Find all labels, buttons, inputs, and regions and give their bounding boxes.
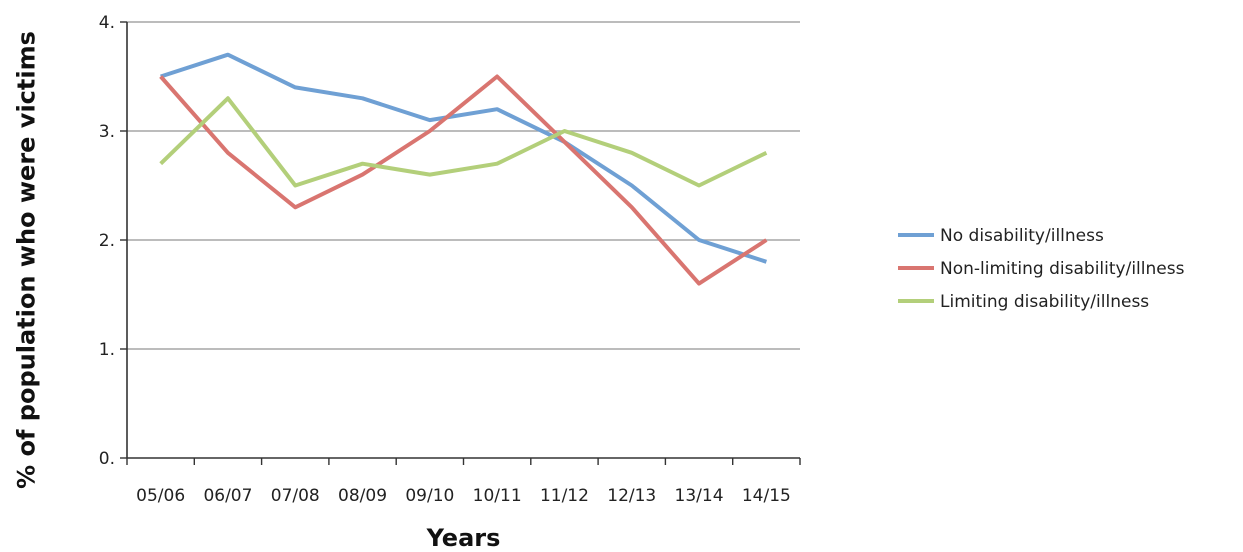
x-tick-label: 10/11 [473,486,522,506]
series-line-1 [159,74,768,286]
x-tick-label: 08/09 [338,486,387,506]
x-tick-label: 11/12 [540,486,589,506]
y-tick-label: 2. [99,231,115,251]
x-axis-title: Years [426,524,501,552]
x-tick-label: 07/08 [271,486,320,506]
x-tick-label: 05/06 [136,486,185,506]
y-tick-label: 1. [99,340,115,360]
x-tick-label: 06/07 [203,486,252,506]
x-tick-label: 13/14 [675,486,724,506]
axes: 0. 1. 2. 3. 4. 05/06 06/07 07/08 08/09 09/10 10/11… [99,13,801,506]
legend-label: Limiting disability/illness [940,292,1149,312]
series-line-0 [160,52,768,264]
y-axis-title: % of population who were victims [12,31,40,489]
x-tick-label: 09/10 [405,486,454,506]
legend-label: Non-limiting disability/illness [940,259,1185,279]
gridlines [127,21,800,350]
x-tick-label: 12/13 [607,486,656,506]
y-tick-label: 0. [99,449,115,469]
y-tick-label: 4. [99,13,115,33]
series-lines [159,52,768,286]
series-line-2 [159,96,768,188]
legend: No disability/illness Non-limiting disabi… [898,226,1185,312]
legend-label: No disability/illness [940,226,1104,246]
y-tick-label: 3. [99,122,115,142]
x-tick-label: 14/15 [742,486,791,506]
